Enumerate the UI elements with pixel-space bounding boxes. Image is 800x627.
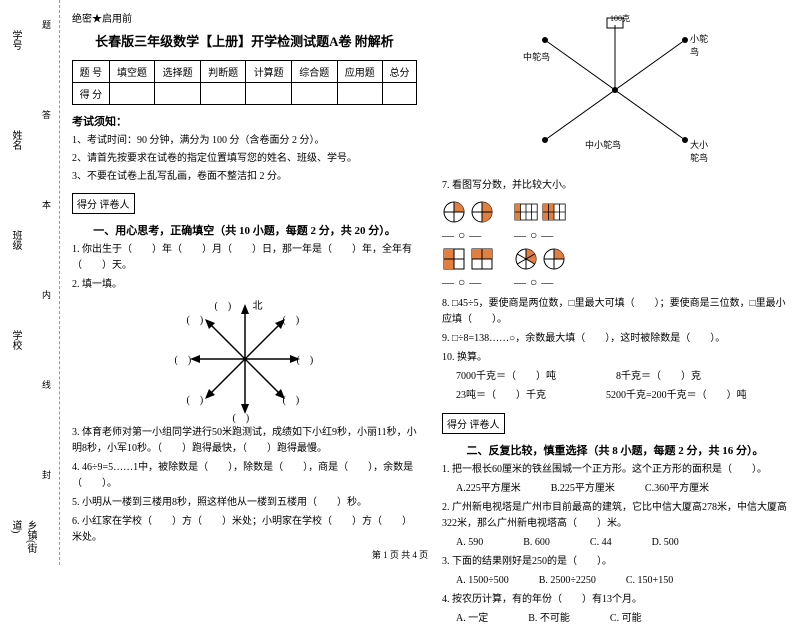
- s2q4: 4. 按农历计算，有的年份（ ）有13个月。: [442, 592, 788, 608]
- cut-label: 封: [40, 470, 53, 479]
- th: 计算题: [246, 61, 292, 83]
- star-label: 中小鸵鸟: [585, 138, 621, 151]
- s2q3: 3. 下面的结果刚好是250的是（ ）。: [442, 554, 788, 570]
- q1: 1. 你出生于（ ）年（ ）月（ ）日，那一年是（ ）年，全年有（ ）天。: [72, 242, 417, 274]
- cut-label: 内: [40, 290, 53, 299]
- score-table: 题 号 填空题 选择题 判断题 计算题 综合题 应用题 总分 得 分: [72, 60, 417, 105]
- q8: 8. □45÷5，要使商是两位数，□里最大可填（ ）；要使商是三位数，□里最小应…: [442, 296, 788, 328]
- opt: A. 一定: [456, 611, 488, 627]
- notice-item: 3、不要在试卷上乱写乱画，卷面不整洁扣 2 分。: [72, 169, 417, 184]
- q10c: 23吨＝（ ）千克: [456, 388, 546, 404]
- q4: 4. 46÷9=5……1中，被除数是（ ），除数是（ ），商是（ ），余数是（ …: [72, 460, 417, 492]
- q9: 9. □÷8=138……○，余数最大填（ ），这时被除数是（ ）。: [442, 331, 788, 347]
- binding-label: 班级: [8, 230, 23, 250]
- binding-label: 乡镇(街道): [8, 520, 38, 565]
- opt: B. 不可能: [528, 611, 570, 627]
- section1-title: 一、用心思考，正确填空（共 10 小题，每题 2 分，共 20 分）。: [72, 222, 417, 238]
- opt: D. 500: [652, 535, 679, 551]
- th: 总分: [383, 61, 417, 83]
- td: 得 分: [73, 83, 110, 105]
- star-label: 大小鸵鸟: [690, 138, 715, 164]
- binding-label: 学号: [8, 30, 23, 50]
- q10a: 7000千克＝（ ）吨: [456, 369, 556, 385]
- opt: A. 1500÷500: [456, 573, 509, 589]
- q10: 10. 换算。: [442, 350, 788, 366]
- confidential-mark: 绝密★启用前: [72, 10, 417, 25]
- page-footer: 第 1 页 共 4 页: [372, 548, 428, 561]
- q3: 3. 体育老师对第一小组同学进行50米跑测试，成绩如下小红9秒，小丽11秒，小明…: [72, 425, 417, 457]
- cut-label: 答: [40, 110, 53, 119]
- opt: C. 可能: [610, 611, 642, 627]
- q10b: 8千克＝（ ）克: [616, 369, 701, 385]
- fraction-diagrams: —○— —○— —○—: [442, 200, 788, 290]
- s2q2: 2. 广州新电视塔是广州市目前最高的建筑，它比中信大厦高278米，中信大厦高32…: [442, 500, 788, 532]
- q5: 5. 小明从一楼到三楼用8秒，照这样他从一楼到五楼用（ ）秒。: [72, 495, 417, 511]
- opt: C.360平方厘米: [645, 481, 709, 497]
- th: 题 号: [73, 61, 110, 83]
- opt: B. 600: [523, 535, 550, 551]
- cut-label: 线: [40, 380, 53, 389]
- s2q1: 1. 把一根长60厘米的铁丝围城一个正方形。这个正方形的面积是（ ）。: [442, 462, 788, 478]
- star-diagram: 100克 小鸵鸟 中鸵鸟 大小鸵鸟 中小鸵鸟: [515, 10, 715, 170]
- q6: 6. 小红家在学校（ ）方（ ）米处；小明家在学校（ ）方（ ）米处。: [72, 514, 417, 546]
- opt: A.225平方厘米: [456, 481, 521, 497]
- star-label: 小鸵鸟: [690, 32, 715, 58]
- star-label: 中鸵鸟: [523, 50, 550, 63]
- exam-title: 长春版三年级数学【上册】开学检测试题A卷 附解析: [72, 31, 417, 50]
- notice-item: 1、考试时间：90 分钟，满分为 100 分（含卷面分 2 分）。: [72, 133, 417, 148]
- cut-label: 本: [40, 200, 53, 209]
- opt: A. 590: [456, 535, 483, 551]
- th: 填空题: [109, 61, 155, 83]
- binding-margin: 学号 姓名 班级 学校 乡镇(街道) 题 答 本 内 线 封: [0, 0, 60, 565]
- q7: 7. 看图写分数，并比较大小。: [442, 178, 788, 194]
- notice-item: 2、请首先按要求在试卷的指定位置填写您的姓名、班级、学号。: [72, 151, 417, 166]
- binding-label: 学校: [8, 330, 23, 350]
- star-label: 100克: [610, 13, 630, 24]
- cut-label: 题: [40, 20, 53, 29]
- q10d: 5200千克=200千克＝（ ）吨: [606, 388, 747, 404]
- compass-north: 北: [253, 297, 263, 312]
- section2-title: 二、反复比较，慎重选择（共 8 小题，每题 2 分，共 16 分）。: [442, 442, 788, 458]
- opt: B. 2500÷2250: [539, 573, 596, 589]
- th: 综合题: [291, 61, 337, 83]
- th: 应用题: [337, 61, 383, 83]
- notice-title: 考试须知：: [72, 113, 417, 129]
- score-box: 得分 评卷人: [442, 413, 505, 434]
- th: 判断题: [200, 61, 246, 83]
- opt: C. 44: [590, 535, 612, 551]
- q2: 2. 填一填。: [72, 277, 417, 293]
- score-box: 得分 评卷人: [72, 193, 135, 214]
- binding-label: 姓名: [8, 130, 23, 150]
- th: 选择题: [155, 61, 201, 83]
- compass-diagram: 北 ( ) ( ) ( ) ( ) ( ) ( ) ( ) ( ): [185, 299, 305, 419]
- opt: B.225平方厘米: [551, 481, 615, 497]
- opt: C. 150+150: [626, 573, 673, 589]
